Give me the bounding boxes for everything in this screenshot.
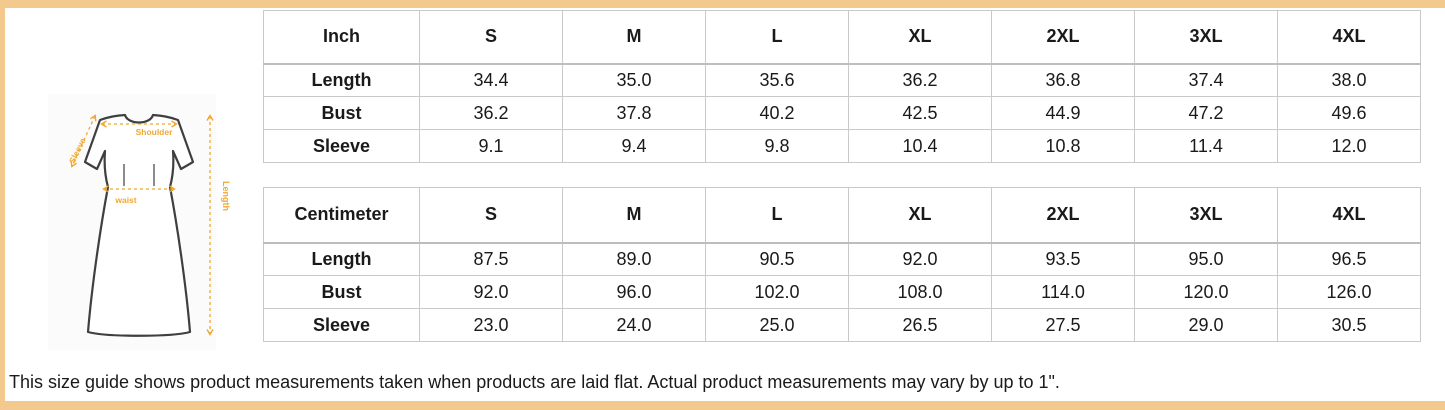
row-label-cell: Sleeve (263, 129, 420, 163)
value-cell: 11.4 (1134, 129, 1278, 163)
size-header-cell: 3XL (1134, 187, 1278, 244)
shoulder-label: Shoulder (136, 127, 174, 137)
frame-border-top (0, 0, 1445, 8)
centimeter-size-table: Centimeter S M L XL 2XL 3XL 4XL Length 8… (263, 187, 1421, 342)
row-label-cell: Length (263, 242, 420, 276)
row-label-cell: Bust (263, 275, 420, 309)
value-cell: 93.5 (991, 242, 1135, 276)
value-cell: 9.8 (705, 129, 849, 163)
value-cell: 37.8 (562, 96, 706, 130)
length-label: Length (221, 181, 231, 211)
size-header-cell: M (562, 187, 706, 244)
unit-header-cell: Inch (263, 10, 420, 65)
size-header-cell: 2XL (991, 10, 1135, 65)
value-cell: 12.0 (1277, 129, 1421, 163)
value-cell: 108.0 (848, 275, 992, 309)
size-header-cell: XL (848, 10, 992, 65)
value-cell: 95.0 (1134, 242, 1278, 276)
value-cell: 102.0 (705, 275, 849, 309)
table-row: Length 34.4 35.0 35.6 36.2 36.8 37.4 38.… (263, 63, 1421, 97)
frame-border-left (0, 0, 5, 410)
value-cell: 10.4 (848, 129, 992, 163)
value-cell: 92.0 (848, 242, 992, 276)
inch-size-table: Inch S M L XL 2XL 3XL 4XL Length 34.4 35… (263, 10, 1421, 163)
value-cell: 38.0 (1277, 63, 1421, 97)
row-label-cell: Bust (263, 96, 420, 130)
value-cell: 36.8 (991, 63, 1135, 97)
value-cell: 29.0 (1134, 308, 1278, 342)
size-header-cell: 4XL (1277, 187, 1421, 244)
value-cell: 26.5 (848, 308, 992, 342)
table-row: Bust 92.0 96.0 102.0 108.0 114.0 120.0 1… (263, 275, 1421, 309)
value-cell: 87.5 (419, 242, 563, 276)
value-cell: 37.4 (1134, 63, 1278, 97)
waist-label: waist (114, 195, 136, 205)
table-row: Sleeve 9.1 9.4 9.8 10.4 10.8 11.4 12.0 (263, 129, 1421, 163)
value-cell: 24.0 (562, 308, 706, 342)
value-cell: 92.0 (419, 275, 563, 309)
frame-border-bottom (0, 401, 1445, 410)
value-cell: 27.5 (991, 308, 1135, 342)
row-label-cell: Sleeve (263, 308, 420, 342)
size-header-cell: 3XL (1134, 10, 1278, 65)
value-cell: 9.4 (562, 129, 706, 163)
value-cell: 36.2 (848, 63, 992, 97)
table-row: Sleeve 23.0 24.0 25.0 26.5 27.5 29.0 30.… (263, 308, 1421, 342)
value-cell: 96.5 (1277, 242, 1421, 276)
value-cell: 90.5 (705, 242, 849, 276)
size-header-cell: M (562, 10, 706, 65)
row-label-cell: Length (263, 63, 420, 97)
value-cell: 36.2 (419, 96, 563, 130)
size-header-cell: L (705, 10, 849, 65)
inch-header-row: Inch S M L XL 2XL 3XL 4XL (263, 10, 1421, 65)
value-cell: 35.6 (705, 63, 849, 97)
dress-outline (83, 113, 195, 337)
value-cell: 126.0 (1277, 275, 1421, 309)
value-cell: 120.0 (1134, 275, 1278, 309)
value-cell: 25.0 (705, 308, 849, 342)
measurement-note: This size guide shows product measuremen… (9, 372, 1060, 392)
value-cell: 30.5 (1277, 308, 1421, 342)
size-header-cell: S (419, 10, 563, 65)
size-header-cell: S (419, 187, 563, 244)
value-cell: 114.0 (991, 275, 1135, 309)
value-cell: 47.2 (1134, 96, 1278, 130)
value-cell: 9.1 (419, 129, 563, 163)
unit-header-cell: Centimeter (263, 187, 420, 244)
value-cell: 35.0 (562, 63, 706, 97)
table-row: Bust 36.2 37.8 40.2 42.5 44.9 47.2 49.6 (263, 96, 1421, 130)
centimeter-header-row: Centimeter S M L XL 2XL 3XL 4XL (263, 187, 1421, 244)
value-cell: 10.8 (991, 129, 1135, 163)
value-cell: 23.0 (419, 308, 563, 342)
size-header-cell: 4XL (1277, 10, 1421, 65)
size-header-cell: L (705, 187, 849, 244)
table-row: Length 87.5 89.0 90.5 92.0 93.5 95.0 96.… (263, 242, 1421, 276)
value-cell: 96.0 (562, 275, 706, 309)
size-header-cell: XL (848, 187, 992, 244)
value-cell: 44.9 (991, 96, 1135, 130)
value-cell: 40.2 (705, 96, 849, 130)
value-cell: 89.0 (562, 242, 706, 276)
size-header-cell: 2XL (991, 187, 1135, 244)
value-cell: 49.6 (1277, 96, 1421, 130)
value-cell: 34.4 (419, 63, 563, 97)
value-cell: 42.5 (848, 96, 992, 130)
dress-diagram: Shoulder Sleeve waist Length (48, 94, 231, 350)
